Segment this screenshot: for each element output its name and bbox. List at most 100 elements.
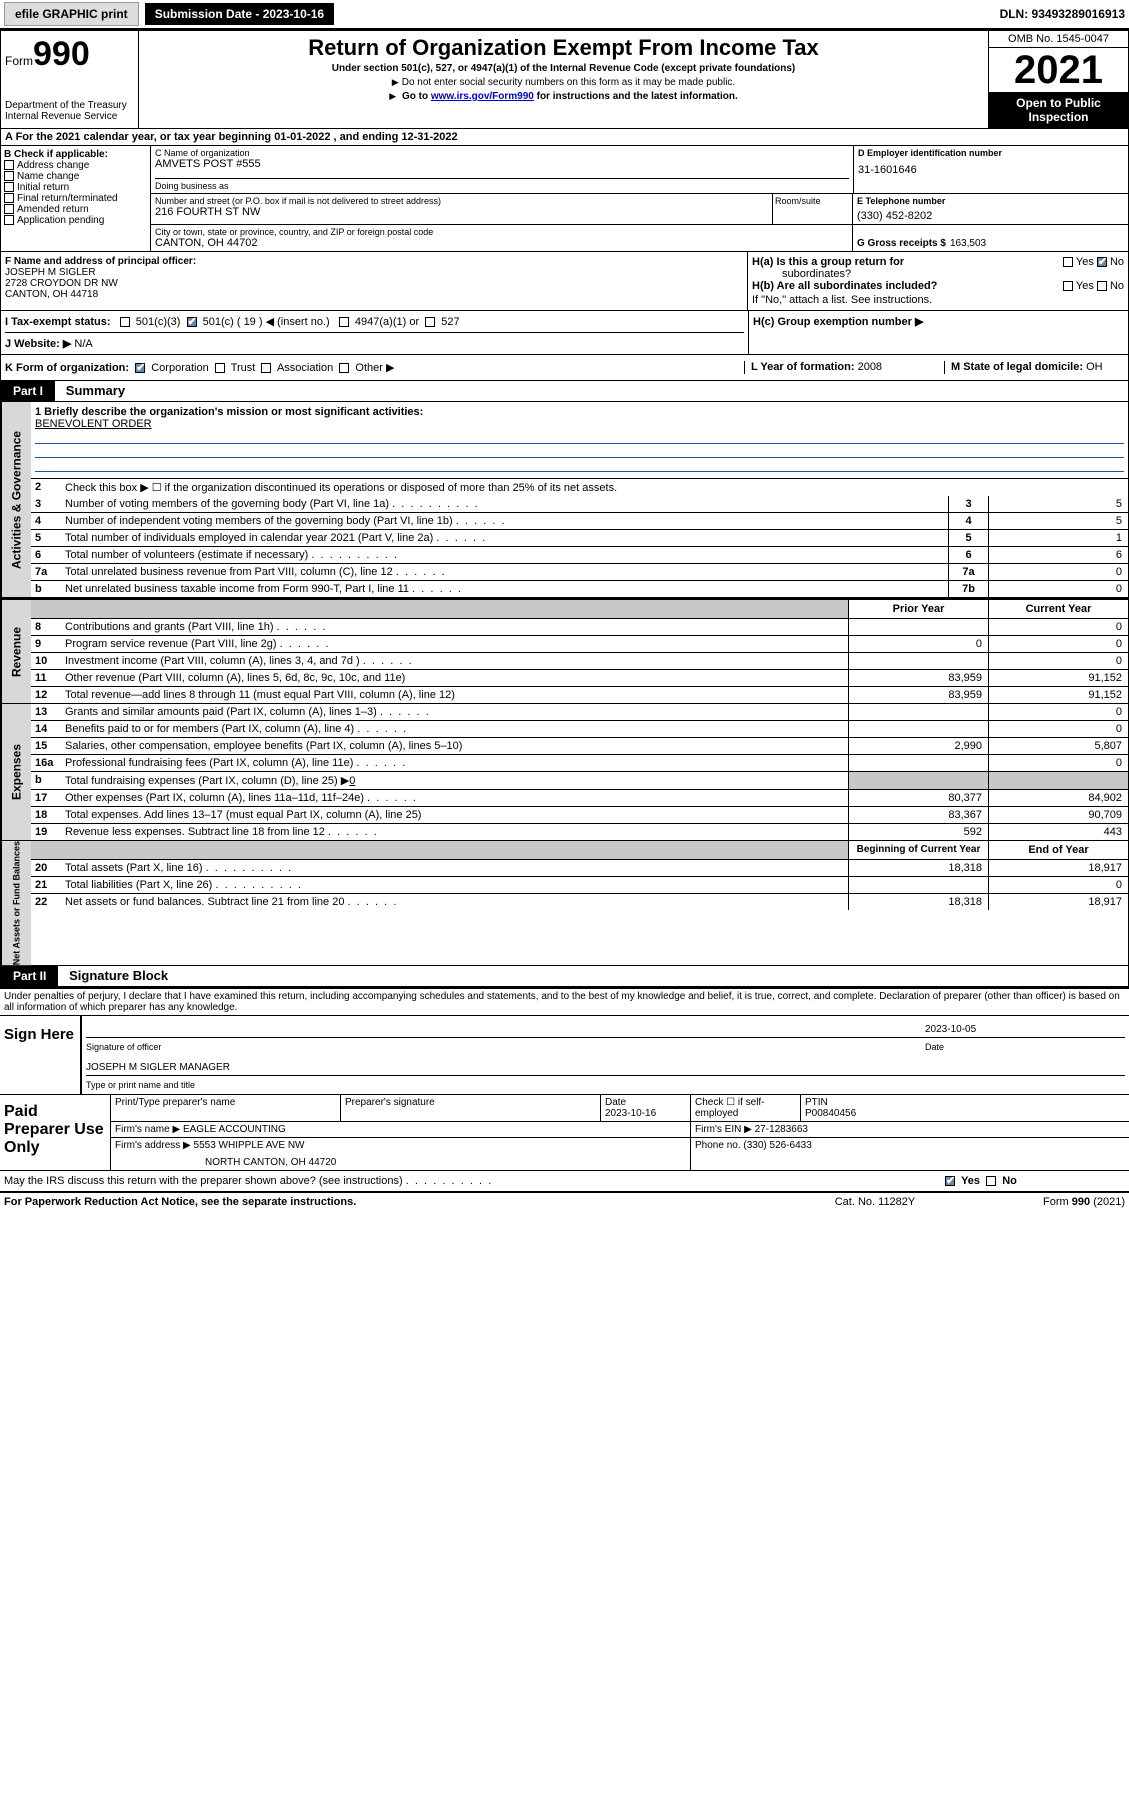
i-label: I Tax-exempt status: — [5, 316, 111, 328]
name-block: C Name of organization AMVETS POST #555 … — [151, 146, 1128, 194]
expenses-block: Expenses 13Grants and similar amounts pa… — [0, 704, 1129, 841]
part1-hdr: Part I — [1, 381, 55, 401]
street-box: Number and street (or P.O. box if mail i… — [151, 194, 773, 224]
cb-final[interactable]: Final return/terminated — [4, 193, 147, 204]
website: N/A — [74, 338, 92, 350]
c20: 18,917 — [988, 860, 1128, 876]
p9: 0 — [848, 636, 988, 652]
c-label: C Name of organization — [155, 148, 849, 158]
line17: 17Other expenses (Part IX, column (A), l… — [31, 790, 1128, 807]
part2-title: Signature Block — [61, 968, 168, 983]
line8: 8Contributions and grants (Part VIII, li… — [31, 619, 1128, 636]
open-public: Open to Public Inspection — [989, 92, 1128, 128]
omb: OMB No. 1545-0047 — [989, 31, 1128, 48]
firm-name-box: Firm's name ▶ EAGLE ACCOUNTING — [111, 1122, 691, 1137]
m-label: M State of legal domicile: — [951, 361, 1083, 373]
v7a: 0 — [988, 564, 1128, 580]
side-exp: Expenses — [1, 704, 31, 840]
line11: 11Other revenue (Part VIII, column (A), … — [31, 670, 1128, 687]
note2b: for instructions and the latest informat… — [534, 91, 738, 102]
pt-date-v: 2023-10-16 — [605, 1108, 656, 1119]
c17: 84,902 — [988, 790, 1128, 806]
line9: 9Program service revenue (Part VIII, lin… — [31, 636, 1128, 653]
paid-preparer: Paid Preparer Use Only Print/Type prepar… — [0, 1094, 1129, 1170]
c18: 90,709 — [988, 807, 1128, 823]
sig-line-1: 2023-10-05 — [86, 1024, 1125, 1038]
sig-right: 2023-10-05 Signature of officer Date JOS… — [80, 1016, 1129, 1094]
line6: 6Total number of volunteers (estimate if… — [31, 547, 1128, 564]
g-box: G Gross receipts $ 163,503 — [853, 225, 1128, 251]
j-line: J Website: ▶ N/A — [5, 332, 744, 350]
city: CANTON, OH 44702 — [155, 237, 848, 249]
line1-label: 1 Briefly describe the organization's mi… — [35, 406, 423, 418]
note-ssn: Do not enter social security numbers on … — [149, 77, 978, 88]
irs-link[interactable]: www.irs.gov/Form990 — [431, 91, 534, 102]
submission-date: Submission Date - 2023-10-16 — [145, 3, 334, 25]
firm-ein-l: Firm's EIN ▶ — [695, 1124, 752, 1135]
rev-hdr: Prior Year Current Year — [31, 600, 1128, 619]
v6: 6 — [988, 547, 1128, 563]
line12: 12Total revenue—add lines 8 through 11 (… — [31, 687, 1128, 703]
c14: 0 — [988, 721, 1128, 737]
revenue-block: Revenue Prior Year Current Year 8Contrib… — [0, 598, 1129, 704]
k-label: K Form of organization: — [5, 362, 129, 374]
line15: 15Salaries, other compensation, employee… — [31, 738, 1128, 755]
form-prefix: Form — [5, 54, 33, 68]
check-se: Check ☐ if self-employed — [691, 1095, 801, 1121]
section-bcdeg: B Check if applicable: Address change Na… — [0, 146, 1129, 252]
footer-mid: Cat. No. 11282Y — [775, 1196, 975, 1208]
f-box: F Name and address of principal officer:… — [1, 252, 748, 310]
c11: 91,152 — [988, 670, 1128, 686]
part1-title: Summary — [58, 383, 125, 398]
c16a: 0 — [988, 755, 1128, 771]
line16a: 16aProfessional fundraising fees (Part I… — [31, 755, 1128, 772]
line21: 21Total liabilities (Part X, line 26) 0 — [31, 877, 1128, 894]
street: 216 FOURTH ST NW — [155, 206, 768, 218]
ptin-box: PTIN P00840456 — [801, 1095, 1129, 1121]
footer-left: For Paperwork Reduction Act Notice, see … — [4, 1196, 775, 1208]
uline — [35, 446, 1124, 458]
declaration: Under penalties of perjury, I declare th… — [0, 987, 1129, 1015]
line2: 2 Check this box ▶ ☐ if the organization… — [31, 479, 1128, 496]
footer: For Paperwork Reduction Act Notice, see … — [0, 1191, 1129, 1211]
l16b-val: 0 — [349, 775, 355, 787]
pt-date-l: Date — [605, 1097, 626, 1108]
current-hdr: Current Year — [988, 600, 1128, 618]
ha-no: No — [1110, 256, 1124, 268]
uline — [35, 432, 1124, 444]
cb-addr[interactable]: Address change — [4, 160, 147, 171]
open1: Open to Public — [1016, 96, 1101, 110]
open2: Inspection — [1028, 110, 1088, 124]
e-box: E Telephone number (330) 452-8202 — [853, 194, 1128, 224]
cb-app[interactable]: Application pending — [4, 215, 147, 226]
cb-amend[interactable]: Amended return — [4, 204, 147, 215]
i-box: I Tax-exempt status: 501(c)(3) 501(c) ( … — [1, 311, 748, 354]
cb-name[interactable]: Name change — [4, 171, 147, 182]
f-label: F Name and address of principal officer: — [5, 256, 743, 267]
d-box: D Employer identification number 31-1601… — [853, 146, 1128, 193]
phone-v: (330) 526-6433 — [743, 1140, 811, 1151]
cb-init[interactable]: Initial return — [4, 182, 147, 193]
l-label: L Year of formation: — [751, 361, 855, 373]
klm-row: K Form of organization: Corporation Trus… — [0, 355, 1129, 381]
sig-date: 2023-10-05 — [925, 1024, 1125, 1035]
discuss-yes: Yes — [961, 1175, 980, 1187]
ein: 31-1601646 — [858, 164, 1124, 176]
org-name: AMVETS POST #555 — [155, 158, 849, 170]
form-title: Return of Organization Exempt From Incom… — [149, 35, 978, 61]
discuss-no: No — [1002, 1175, 1017, 1187]
ha-yes: Yes — [1076, 256, 1094, 268]
gross-receipts: 163,503 — [950, 238, 986, 249]
fh-row: F Name and address of principal officer:… — [0, 252, 1129, 311]
hc-box: H(c) Group exemption number ▶ — [748, 311, 1128, 354]
i-527: 527 — [441, 316, 459, 328]
part2-bar: Part II Signature Block — [0, 966, 1129, 987]
irs: Internal Revenue Service — [5, 111, 134, 122]
efile-print-button[interactable]: efile GRAPHIC print — [4, 2, 139, 26]
m-box: M State of legal domicile: OH — [944, 361, 1124, 374]
paid-label: Paid Preparer Use Only — [0, 1095, 110, 1170]
footer-right: Form 990 (2021) — [975, 1196, 1125, 1208]
prep-table: Print/Type preparer's name Preparer's si… — [110, 1095, 1129, 1170]
i-4947: 4947(a)(1) or — [355, 316, 419, 328]
city-label: City or town, state or province, country… — [155, 227, 848, 237]
